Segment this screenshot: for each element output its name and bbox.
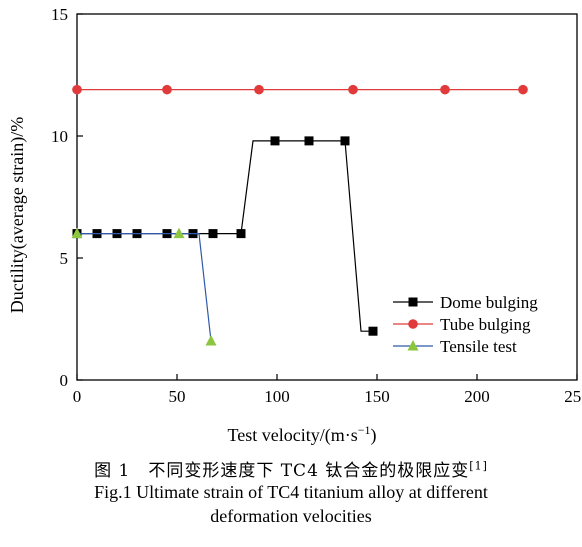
legend-marker [407,340,419,351]
data-point-dome-bulging [270,136,280,146]
x-tick-label: 50 [169,387,186,406]
series-tube-bulging [72,84,528,95]
data-point-tensile-test [205,334,217,346]
x-tick-label: 200 [464,387,490,406]
legend-label: Tensile test [440,337,517,356]
legend-item-tube-bulging: Tube bulging [393,315,531,334]
data-point-dome-bulging [340,136,350,146]
series-tensile-test [71,227,217,346]
legend: Dome bulging Tube bulging Tensile test [393,293,538,356]
caption-english-line-1: Fig.1 Ultimate strain of TC4 titanium al… [94,482,488,502]
data-point-tube-bulging [440,84,450,95]
data-point-tensile-test [71,227,83,239]
x-tick-label: 150 [364,387,390,406]
legend-label: Tube bulging [440,315,531,334]
caption-english-line-2: deformation velocities [210,506,372,526]
chart: 0 5 10 15 0 50 100 150 200 250 Test velocity/(m·… [7,5,582,446]
caption-english: Fig.1 Ultimate strain of TC4 titanium al… [0,480,582,528]
y-tick-label: 10 [51,127,68,146]
x-tick-label: 0 [73,387,82,406]
series-layer [71,84,528,346]
y-tick-label: 15 [51,5,68,24]
data-point-tube-bulging [518,84,528,95]
data-point-tube-bulging [162,84,172,95]
x-tick-label: 100 [264,387,290,406]
y-axis: 0 5 10 15 [51,5,83,390]
series-line-tensile-test [77,233,212,342]
x-tick-label: 250 [564,387,582,406]
data-point-tensile-test [173,227,185,239]
y-tick-label: 5 [60,249,69,268]
data-point-dome-bulging [208,229,218,239]
data-point-tube-bulging [348,84,358,95]
data-point-dome-bulging [236,229,246,239]
y-axis-title: Ductility(average strain)/% [7,117,28,313]
data-point-dome-bulging [304,136,314,146]
y-tick-label: 0 [60,371,69,390]
legend-item-dome-bulging: Dome bulging [393,293,538,312]
x-axis: 0 50 100 150 200 250 [73,374,582,406]
legend-item-tensile-test: Tensile test [393,337,517,356]
data-point-tube-bulging [254,84,264,95]
legend-marker [408,297,418,307]
series-dome-bulging [72,136,378,336]
x-axis-title: Test velocity/(m·s−1) [228,423,377,446]
plot-border [76,13,578,381]
data-point-dome-bulging [368,326,378,336]
data-point-tube-bulging [72,84,82,95]
plot-frame [76,13,578,381]
legend-marker [408,319,418,329]
caption-chinese: 图 1 不同变形速度下 TC4 钛合金的极限应变[1] [94,459,488,481]
legend-label: Dome bulging [440,293,538,312]
